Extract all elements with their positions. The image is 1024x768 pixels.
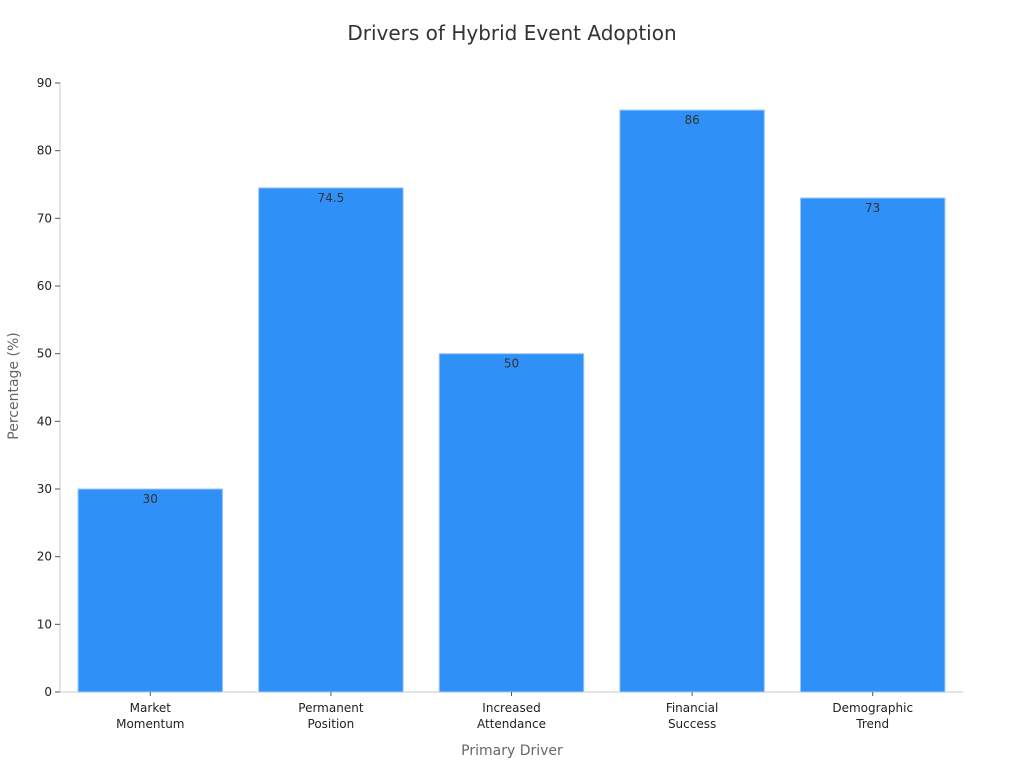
- y-tick-label: 10: [37, 617, 52, 631]
- data-label: 50: [504, 357, 519, 371]
- x-tick-label-line: Permanent: [298, 701, 364, 715]
- plot-area: 0 10 20 30 40 50 60 70 80 90 30 Market Momentum 74.5 P…: [37, 76, 963, 731]
- y-tick-label: 40: [37, 414, 52, 428]
- x-axis-title: Primary Driver: [461, 743, 563, 759]
- bar: [77, 488, 224, 693]
- data-label: 86: [684, 113, 699, 127]
- bar: [619, 109, 765, 693]
- y-tick-label: 60: [37, 279, 52, 293]
- bar: [258, 187, 404, 693]
- x-tick-label-line: Increased: [482, 701, 540, 715]
- x-tick-label: Demographic Trend: [832, 701, 913, 731]
- bar: [438, 353, 585, 693]
- x-tick-label: Market Momentum: [116, 701, 184, 731]
- y-axis-title: Percentage (%): [6, 332, 22, 439]
- data-label: 30: [143, 492, 158, 506]
- y-tick-label: 50: [37, 347, 52, 361]
- chart-title: Drivers of Hybrid Event Adoption: [347, 21, 676, 45]
- x-tick-label: Financial Success: [666, 701, 719, 731]
- x-tick-label: Increased Attendance: [477, 701, 546, 731]
- y-tick-label: 0: [44, 685, 52, 699]
- x-tick-label-line: Position: [308, 717, 355, 731]
- x-tick-label: Permanent Position: [298, 701, 364, 731]
- y-tick-label: 20: [37, 550, 52, 564]
- x-tick-label-line: Success: [668, 717, 716, 731]
- x-tick-label-line: Demographic: [832, 701, 913, 715]
- y-tick-label: 80: [37, 144, 52, 158]
- y-tick-label: 90: [37, 76, 52, 90]
- x-tick-label-line: Market: [130, 701, 172, 715]
- x-tick-label-line: Financial: [666, 701, 719, 715]
- y-tick-label: 30: [37, 482, 52, 496]
- x-tick-label-line: Momentum: [116, 717, 184, 731]
- x-tick-label-line: Trend: [855, 717, 889, 731]
- data-label: 74.5: [318, 191, 345, 205]
- data-label: 73: [865, 201, 880, 215]
- y-tick-label: 70: [37, 211, 52, 225]
- bar: [799, 197, 946, 693]
- x-tick-label-line: Attendance: [477, 717, 546, 731]
